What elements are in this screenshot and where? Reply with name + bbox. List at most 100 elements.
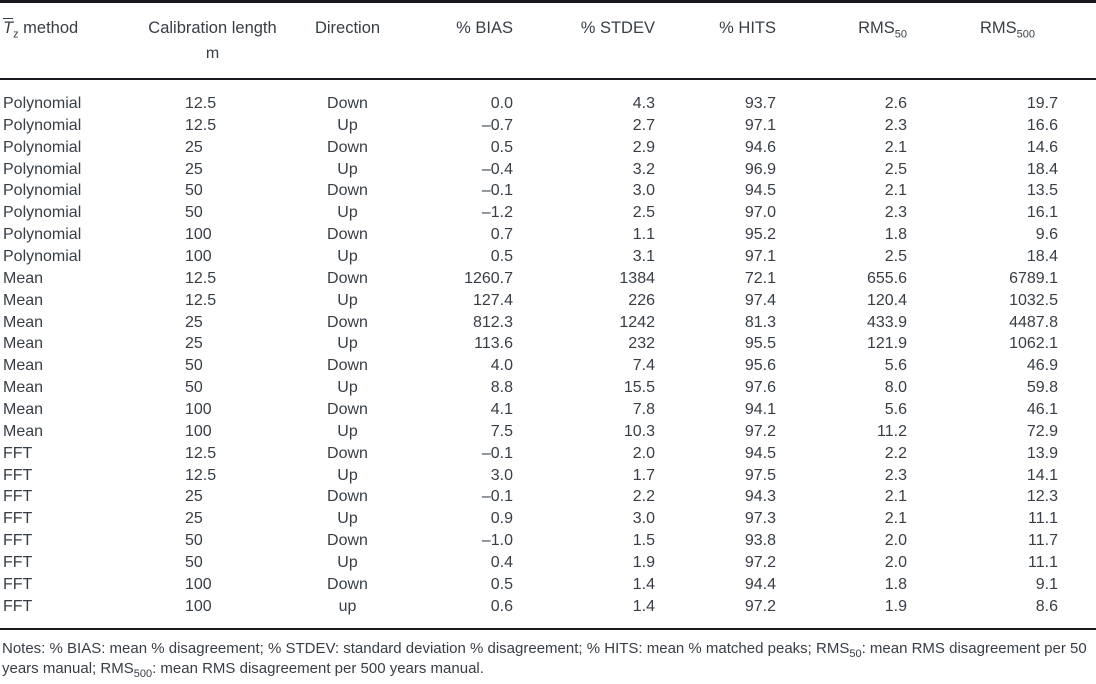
tz-symbol: T [3,19,14,37]
cell-method: FFT [3,575,33,593]
cell-length: 100 [185,226,212,244]
cell-direction: Down [327,357,368,375]
cell-method: Polynomial [3,204,82,222]
cell-rms50: 2.3 [884,204,907,222]
cell-rms500: 19.7 [1026,95,1058,112]
cell-direction: Down [327,532,368,550]
cell-hits: 81.3 [744,313,776,331]
table-row: Polynomial 50 Up –1.2 2.5 97.0 2.3 16.1 [0,202,1096,224]
cell-rms500: 1062.1 [1009,335,1058,353]
bottom-rule [0,627,1096,630]
notes-rms500-subscript: 500 [133,667,153,680]
cell-direction: Up [337,160,358,178]
cell-rms500: 8.6 [1035,597,1058,615]
unit-empty-1 [295,39,400,69]
cell-length: 100 [185,401,212,419]
cell-rms500: 6789.1 [1009,269,1058,287]
cell-stdev: 2.5 [632,204,655,222]
header-stdev: % STDEV [580,19,655,37]
cell-stdev: 1.4 [632,597,655,615]
cell-bias: –1.0 [481,532,513,550]
cell-bias: 7.5 [490,422,513,440]
table-row: Polynomial 50 Down –0.1 3.0 94.5 2.1 13.5 [0,180,1096,202]
table-row: Mean 12.5 Up 127.4 226 97.4 120.4 1032.5 [0,290,1096,312]
cell-direction: Up [337,510,358,528]
unit-method-empty [0,39,130,69]
cell-hits: 97.1 [744,116,776,134]
cell-method: FFT [3,444,33,462]
cell-direction: Up [337,335,358,353]
cell-rms500: 16.1 [1026,204,1058,222]
table-header: Tz method Calibration length Direction %… [0,3,1096,78]
header-divider-rule [0,78,1096,80]
header-rms50: RMS50 [779,17,910,40]
cell-rms500: 4487.8 [1009,313,1058,331]
cell-hits: 97.1 [744,248,776,266]
cell-rms500: 11.7 [1028,532,1058,550]
cell-hits: 97.0 [744,204,776,222]
cell-hits: 94.5 [744,182,776,200]
unit-empty-4 [658,39,779,69]
cell-rms50: 120.4 [866,291,907,309]
table-notes: Notes: % BIAS: mean % disagreement; % ST… [0,630,1096,680]
cell-bias: 4.0 [490,357,513,375]
cell-method: Mean [3,313,44,331]
cell-rms50: 433.9 [866,313,907,331]
cell-method: FFT [3,554,33,572]
cell-rms500: 14.1 [1026,466,1058,484]
header-rms500: RMS500 [910,17,1096,40]
cell-stdev: 4.3 [632,95,655,112]
cell-rms500: 13.5 [1026,182,1058,200]
cell-method: FFT [3,510,33,528]
header-method: Tz method [0,17,130,40]
cell-rms50: 121.9 [866,335,907,353]
cell-bias: –0.1 [481,488,513,506]
notes-text-2: : mean RMS disagreement per 50 years man… [2,639,1087,677]
cell-direction: Up [337,554,358,572]
header-row-units: m [0,39,1096,69]
cell-stdev: 7.4 [632,357,655,375]
cell-length: 12.5 [185,95,217,112]
top-rule [0,0,1096,3]
cell-length: 12.5 [185,269,217,287]
cell-stdev: 1242 [619,313,655,331]
cell-stdev: 7.8 [632,401,655,419]
cell-method: Polynomial [3,138,82,156]
cell-direction: Down [327,269,368,287]
cell-direction: Up [337,204,358,222]
cell-hits: 97.6 [744,379,776,397]
notes-text-3: : mean RMS disagreement per 500 years ma… [152,659,484,677]
cell-rms500: 11.1 [1028,510,1058,528]
table-row: Mean 50 Down 4.0 7.4 95.6 5.6 46.9 [0,355,1096,377]
cell-direction: Down [327,226,368,244]
unit-empty-6 [910,39,1096,69]
cell-bias: 0.5 [490,248,513,266]
cell-method: Mean [3,335,44,353]
table-row: Mean 25 Up 113.6 232 95.5 121.9 1062.1 [0,333,1096,355]
cell-rms500: 9.1 [1035,575,1058,593]
cell-rms50: 2.5 [884,248,907,266]
cell-length: 50 [185,532,203,550]
cell-rms500: 18.4 [1026,160,1058,178]
cell-rms500: 59.8 [1026,379,1058,397]
cell-hits: 72.1 [744,269,776,287]
cell-bias: 0.7 [490,226,513,244]
table-row: FFT 100 Down 0.5 1.4 94.4 1.8 9.1 [0,574,1096,596]
cell-method: Polynomial [3,116,82,134]
rms50-base: RMS [858,19,895,37]
cell-direction: Down [327,444,368,462]
cell-rms50: 11.2 [877,422,907,440]
cell-stdev: 3.1 [632,248,655,266]
cell-stdev: 3.0 [632,510,655,528]
cell-rms50: 2.3 [884,466,907,484]
rms500-base: RMS [979,19,1017,37]
cell-length: 12.5 [185,444,217,462]
cell-rms500: 11.1 [1028,554,1058,572]
cell-bias: 0.9 [490,510,513,528]
cell-bias: 0.4 [490,554,513,572]
cell-hits: 97.4 [744,291,776,309]
cell-stdev: 1.5 [632,532,655,550]
cell-rms50: 655.6 [866,269,907,287]
cell-method: Polynomial [3,160,82,178]
